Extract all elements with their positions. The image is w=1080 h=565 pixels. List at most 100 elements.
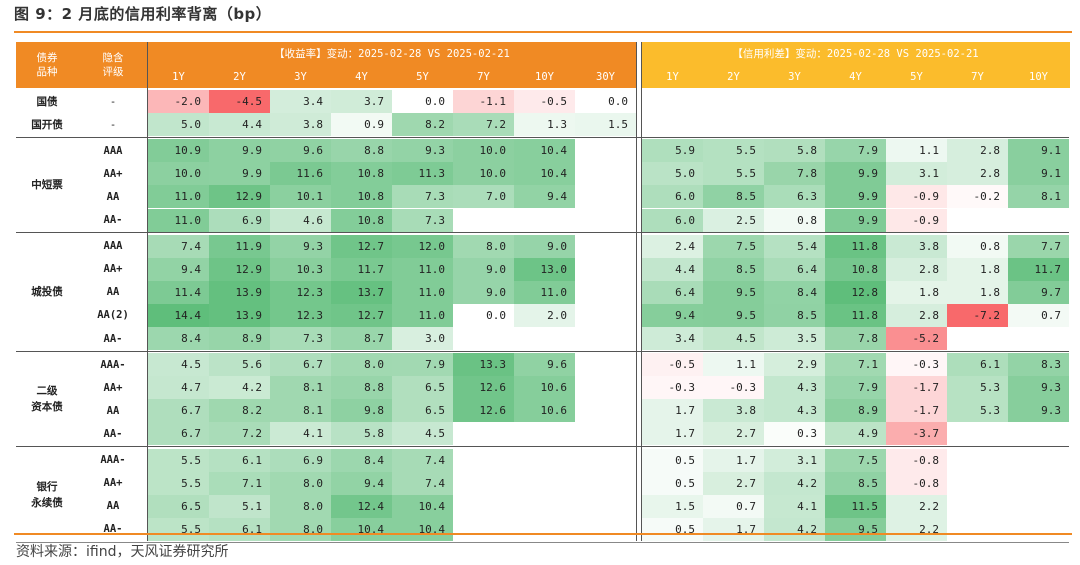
header-bond-type: 债券 品种: [36, 52, 58, 78]
spread-cell: 3.4: [642, 327, 703, 351]
spread-cell: 7.5: [825, 448, 886, 472]
yield-cell: 5.5: [148, 517, 209, 541]
yield-cell: 10.4: [392, 494, 453, 518]
yield-cell: [575, 327, 636, 350]
header-implied-rating: 隐含 评级: [102, 52, 124, 78]
yield-cell: 4.4: [209, 113, 270, 137]
rating-label: AA-: [103, 332, 123, 345]
spread-cell: 8.4: [764, 280, 825, 304]
spread-cell: [1008, 422, 1069, 445]
spread-cell: [1008, 472, 1069, 495]
group-separator: [16, 136, 1069, 138]
yield-cell: [453, 422, 514, 445]
yield-cell: 8.8: [331, 376, 392, 400]
spread-cell: 7.5: [703, 234, 764, 258]
bottom-rule: [14, 533, 1072, 535]
spread-cell: 6.4: [764, 257, 825, 281]
yield-cell: 4.2: [209, 376, 270, 400]
yield-cell: [453, 472, 514, 495]
spread-cell: 2.8: [886, 257, 947, 281]
spread-cell: 2.2: [886, 517, 947, 541]
rating-label: AA+: [103, 381, 123, 394]
spread-cell: 1.8: [947, 280, 1008, 304]
spread-cell: -0.5: [642, 353, 703, 377]
yield-cell: 7.4: [392, 471, 453, 495]
spread-cell: 7.9: [825, 376, 886, 400]
spread-cell: 4.1: [764, 494, 825, 518]
spread-cell: [1008, 495, 1069, 518]
yield-cell: 11.0: [148, 185, 209, 209]
yield-cell: 8.9: [209, 327, 270, 351]
header-spread-tenor: 3Y: [788, 71, 801, 83]
spread-cell: 4.3: [764, 399, 825, 423]
spread-cell: 5.9: [642, 139, 703, 163]
yield-cell: [575, 281, 636, 304]
yield-cell: 2.0: [514, 303, 575, 327]
spread-cell: 0.5: [642, 471, 703, 495]
spread-cell: 4.4: [642, 257, 703, 281]
rating-label: AA-: [103, 214, 123, 227]
spread-cell: 4.5: [703, 327, 764, 351]
yield-cell: [575, 376, 636, 399]
spread-cell: 2.9: [764, 353, 825, 377]
spread-cell: 0.3: [764, 422, 825, 446]
spread-cell: 8.5: [703, 185, 764, 209]
spread-cell: [1008, 90, 1069, 113]
bond-type-label: 二级 资本债: [31, 385, 63, 414]
spread-cell: 1.7: [642, 422, 703, 446]
spread-cell: -0.8: [886, 471, 947, 495]
header-yield-tenor: 10Y: [535, 71, 554, 83]
yield-cell: 12.9: [209, 257, 270, 281]
group-separator: [16, 232, 1069, 234]
yield-cell: 0.0: [575, 90, 636, 114]
rating-label: AA-: [103, 523, 123, 536]
yield-cell: 13.9: [209, 303, 270, 327]
rating-label: AAA: [103, 240, 123, 253]
yield-cell: 11.3: [392, 162, 453, 186]
spread-cell: [947, 422, 1008, 445]
yield-cell: 4.1: [270, 422, 331, 446]
yield-cell: [453, 209, 514, 232]
yield-cell: 8.4: [148, 327, 209, 351]
yield-cell: [575, 209, 636, 232]
yield-cell: [575, 422, 636, 445]
yield-cell: 7.0: [453, 185, 514, 209]
spread-cell: 3.5: [764, 327, 825, 351]
rating-label: AA(2): [97, 309, 129, 322]
spread-cell: 6.0: [642, 185, 703, 209]
header-left-bg: [16, 42, 636, 88]
spread-cell: 9.1: [1008, 139, 1069, 163]
yield-cell: 8.4: [331, 448, 392, 472]
yield-cell: 9.4: [514, 185, 575, 209]
yield-cell: 4.7: [148, 376, 209, 400]
yield-block-right-border: [636, 42, 637, 541]
yield-cell: 9.3: [392, 139, 453, 163]
yield-cell: [514, 209, 575, 232]
spread-cell: 6.0: [642, 208, 703, 232]
yield-cell: 6.9: [209, 208, 270, 232]
spread-cell: 5.3: [947, 399, 1008, 423]
yield-cell: 10.4: [392, 517, 453, 541]
spread-cell: 9.7: [1008, 280, 1069, 304]
rating-label: AAA: [103, 144, 123, 157]
yield-cell: 10.6: [514, 399, 575, 423]
header-yield-tenor: 5Y: [416, 71, 429, 83]
yield-cell: 10.0: [453, 162, 514, 186]
spread-cell: 8.5: [703, 257, 764, 281]
yield-cell: 10.4: [331, 517, 392, 541]
header-spread-tenor: 4Y: [849, 71, 862, 83]
spread-cell: 7.8: [764, 162, 825, 186]
yield-cell: 6.5: [392, 376, 453, 400]
header-yield-tenor: 4Y: [355, 71, 368, 83]
spread-cell: 9.9: [825, 185, 886, 209]
rating-label: AAA-: [100, 454, 126, 467]
yield-cell: 7.4: [392, 448, 453, 472]
spread-cell: [642, 90, 703, 113]
yield-cell: [575, 495, 636, 518]
spread-cell: [1008, 518, 1069, 541]
yield-cell: 8.7: [331, 327, 392, 351]
yield-cell: [575, 162, 636, 185]
yield-cell: 6.5: [148, 494, 209, 518]
yield-cell: -4.5: [209, 90, 270, 114]
yield-cell: [575, 139, 636, 162]
